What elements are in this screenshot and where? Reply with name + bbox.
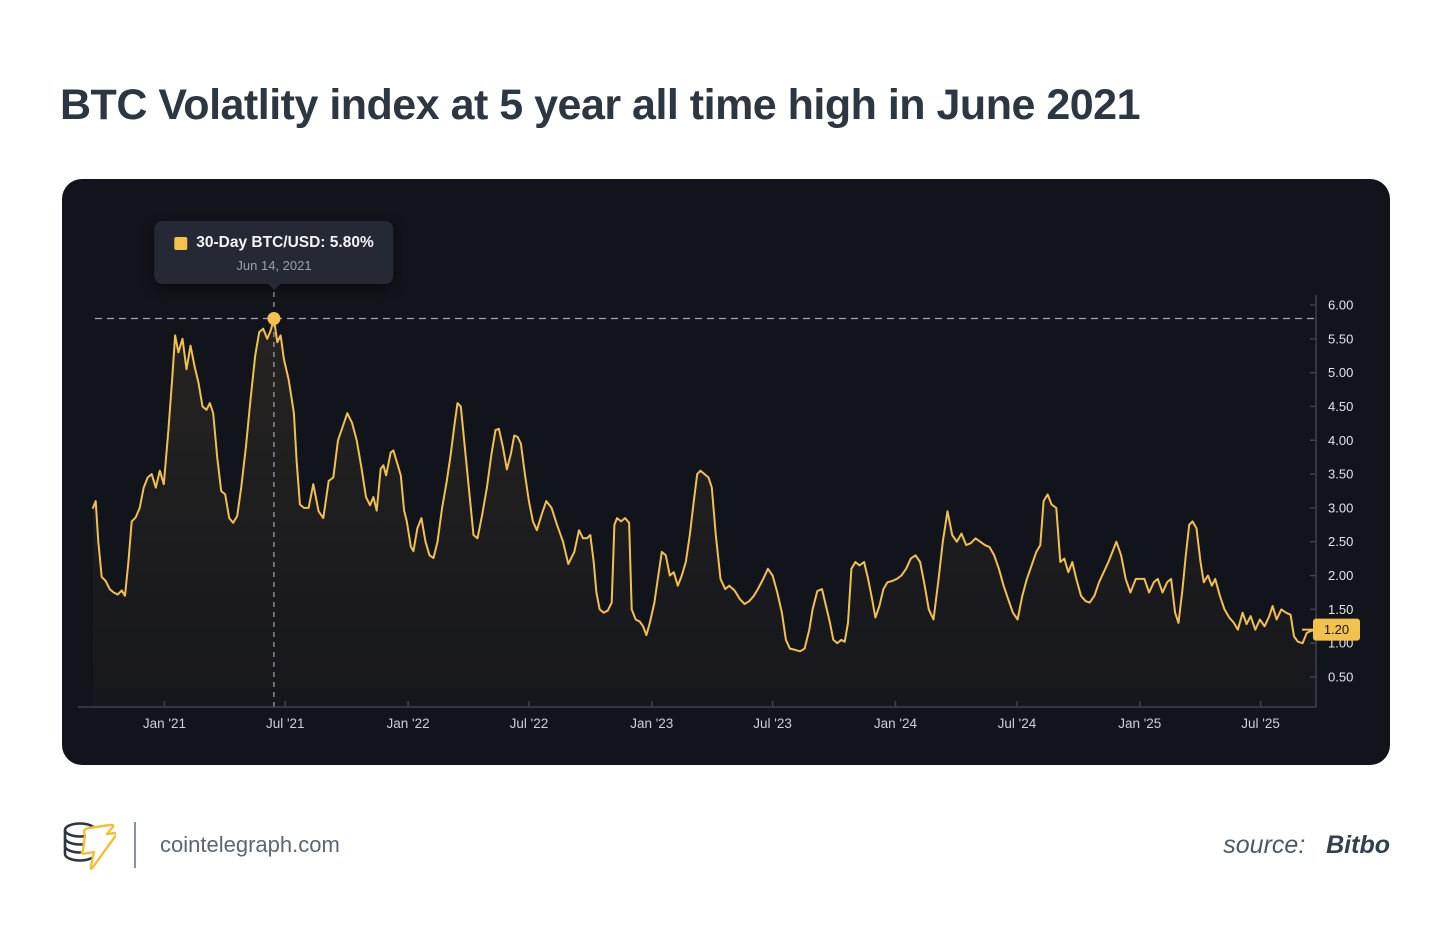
footer-brand: cointelegraph.com (60, 815, 340, 875)
series-swatch-icon (174, 236, 188, 250)
y-axis-label: 6.00 (1328, 298, 1353, 313)
page-title: BTC Volatlity index at 5 year all time h… (60, 80, 1141, 129)
highlight-tooltip: 30-Day BTC/USD: 5.80% Jun 14, 2021 (154, 221, 394, 290)
y-axis-label: 5.00 (1328, 365, 1353, 380)
y-axis-label: 3.00 (1328, 500, 1353, 515)
x-axis-label: Jul '23 (753, 716, 792, 731)
source-name: Bitbo (1326, 830, 1390, 859)
x-axis-label: Jul '25 (1241, 716, 1280, 731)
x-axis-label: Jan '22 (387, 716, 430, 731)
cointelegraph-logo (63, 822, 116, 870)
x-axis-label: Jan '25 (1118, 716, 1161, 731)
chart-panel: 6.00 5.50 5.00 4.50 4.00 3.50 3.00 2.50 2.00 1.50… (62, 179, 1390, 765)
x-axis-label: Jan '24 (874, 716, 918, 731)
y-axis-label: 0.50 (1328, 670, 1353, 685)
lightning-bolt-icon (80, 823, 116, 870)
series-area (93, 318, 1316, 707)
y-axis-label: 2.00 (1328, 568, 1353, 583)
y-axis-label: 4.50 (1328, 399, 1353, 414)
x-axis-label: Jul '22 (510, 716, 549, 731)
footer-divider (134, 822, 136, 868)
y-axis-label: 2.50 (1328, 534, 1353, 549)
tooltip-label: 30-Day BTC/USD: 5.80% (196, 234, 374, 251)
y-axis-label: 4.00 (1328, 433, 1353, 448)
tooltip-date: Jun 14, 2021 (236, 258, 312, 273)
x-axis-label: Jan '21 (143, 716, 186, 731)
current-value-label: 1.20 (1324, 622, 1349, 637)
x-axis-label: Jul '24 (998, 716, 1037, 731)
x-axis-label: Jul '21 (266, 716, 305, 731)
current-value-badge (1313, 618, 1360, 641)
y-axis-label: 3.50 (1328, 467, 1353, 482)
y-axis-label: 5.50 (1328, 331, 1353, 346)
source-label: source: (1223, 830, 1306, 859)
y-axis-label: 1.50 (1328, 602, 1353, 617)
highlight-dot[interactable] (267, 312, 281, 326)
volatility-chart[interactable]: 6.00 5.50 5.00 4.50 4.00 3.50 3.00 2.50 2.00 1.50… (62, 179, 1390, 765)
series-line (92, 317, 1317, 653)
footer-domain: cointelegraph.com (160, 832, 340, 857)
x-axis-label: Jan '23 (630, 716, 673, 731)
source-credit: source: Bitbo (1223, 831, 1390, 860)
footer: cointelegraph.com source: Bitbo (60, 812, 1390, 878)
